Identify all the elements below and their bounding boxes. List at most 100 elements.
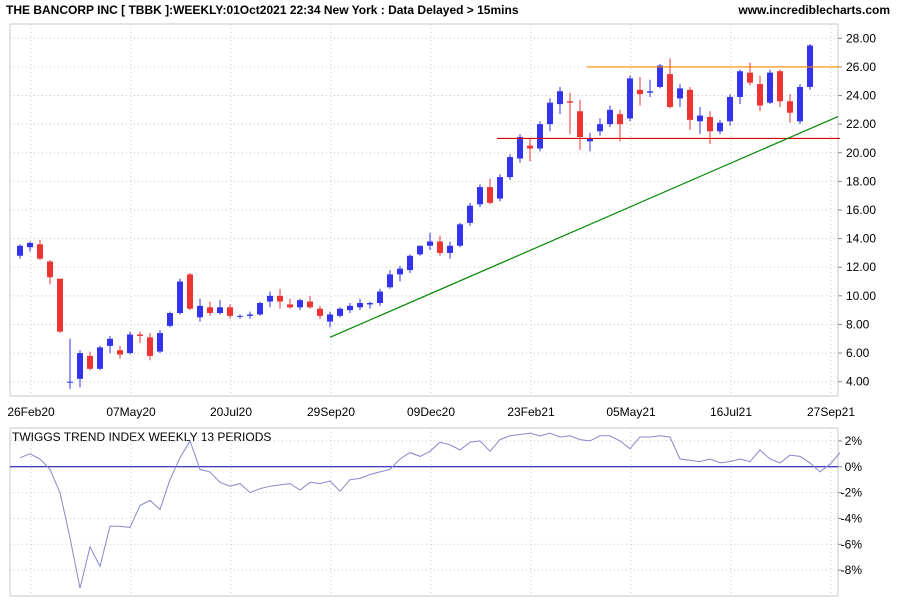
candle-body-up <box>467 205 473 223</box>
candle-body-down <box>87 355 93 369</box>
indicator-grid <box>10 428 838 596</box>
candle-body-down <box>487 187 493 203</box>
candle-body-down <box>37 244 43 259</box>
candle-body-up <box>27 242 33 248</box>
candle-body-up <box>197 305 203 318</box>
candle-body-up <box>677 88 683 99</box>
candle-body-down <box>207 307 213 314</box>
date-tick-label: 16Jul21 <box>710 405 752 419</box>
price-tick-label: 4.00 <box>846 375 870 389</box>
price-tick-label: 6.00 <box>846 346 870 360</box>
indicator-tick-label: 0% <box>845 460 863 474</box>
candle-body-up <box>417 245 423 255</box>
candle-body-up <box>807 45 813 87</box>
candle-body-down <box>47 261 53 278</box>
candle-body-down <box>667 74 673 107</box>
candle-body-up <box>17 245 23 256</box>
candle-body-up <box>377 291 383 303</box>
date-tick-label: 05May21 <box>606 405 656 419</box>
date-tick-label: 09Dec20 <box>407 405 455 419</box>
candle-body-up <box>347 305 353 311</box>
price-tick-label: 12.00 <box>846 260 876 274</box>
indicator-tick-label: -8% <box>841 563 863 577</box>
candle-body-up <box>457 224 463 246</box>
candlesticks <box>17 44 813 389</box>
candle-body-up <box>237 315 243 317</box>
candle-body-up <box>597 124 603 132</box>
candle-body-up <box>267 295 273 302</box>
price-tick-label: 24.00 <box>846 89 876 103</box>
candle-body-up <box>177 281 183 314</box>
candle-body-down <box>687 89 693 120</box>
candle-body-down <box>277 295 283 302</box>
candle-body-down <box>317 308 323 316</box>
candle-body-up <box>517 137 523 159</box>
candle-body-down <box>527 145 533 149</box>
price-tick-label: 28.00 <box>846 31 876 45</box>
candle-body-down <box>287 304 293 308</box>
candle-body-up <box>547 102 553 125</box>
date-tick-label: 27Sep21 <box>807 405 855 419</box>
price-tick-label: 20.00 <box>846 146 876 160</box>
indicator-tick-label: -6% <box>841 537 863 551</box>
candle-body-down <box>787 101 793 113</box>
candle-body-down <box>707 117 713 132</box>
indicator-panel-frame <box>9 427 839 597</box>
date-tick-label: 07May20 <box>106 405 156 419</box>
candle-body-down <box>617 114 623 125</box>
candle-body-up <box>477 187 483 205</box>
price-tick-label: 22.00 <box>846 117 876 131</box>
date-tick-label: 26Feb20 <box>7 405 55 419</box>
chart-title: THE BANCORP INC [ TBBK ]:WEEKLY:01Oct202… <box>6 3 519 17</box>
date-axis: 26Feb20 07May20 20Jul20 29Sep20 09Dec20 23Feb… <box>7 405 855 419</box>
candle-body-up <box>367 303 373 305</box>
candle-body-up <box>387 274 393 288</box>
candle-body-up <box>717 122 723 132</box>
candle-body-down <box>147 337 153 356</box>
candle-body-up <box>247 314 253 316</box>
candle-body-down <box>567 101 573 103</box>
candle-body-up <box>737 71 743 97</box>
candle-body-up <box>107 338 113 346</box>
candle-body-up <box>607 109 613 125</box>
price-axis: 4.00 6.00 8.00 10.00 12.00 14.00 16.00 18.00 20.… <box>838 31 876 389</box>
candle-body-up <box>657 65 663 87</box>
candle-body-up <box>217 307 223 314</box>
candle-body-up <box>97 347 103 369</box>
indicator-tick-label: -2% <box>841 486 863 500</box>
twiggs-trend-line <box>10 432 841 589</box>
price-tick-label: 26.00 <box>846 60 876 74</box>
candle-body-down <box>637 89 643 95</box>
candle-body-down <box>757 84 763 106</box>
date-tick-label: 23Feb21 <box>507 405 555 419</box>
candle-body-up <box>557 91 563 105</box>
indicator-tick-label: 2% <box>845 434 863 448</box>
candle-body-up <box>67 381 73 383</box>
candle-body-down <box>227 307 233 316</box>
candle-body-up <box>127 334 133 354</box>
candle-body-down <box>57 278 63 332</box>
candle-body-up <box>697 115 703 122</box>
candle-body-up <box>257 303 263 315</box>
support-resistance-lines <box>329 66 840 338</box>
candle-body-up <box>337 308 343 316</box>
candle-body-up <box>167 313 173 326</box>
candle-body-up <box>767 72 773 103</box>
candle-body-up <box>407 255 413 271</box>
date-tick-label: 29Sep20 <box>307 405 355 419</box>
candle-body-down <box>777 71 783 102</box>
candle-body-down <box>137 334 143 336</box>
candle-body-up <box>727 96 733 122</box>
price-tick-label: 16.00 <box>846 203 876 217</box>
candle-body-up <box>157 333 163 352</box>
site-watermark: www.incrediblecharts.com <box>737 3 890 17</box>
candle-body-up <box>627 78 633 119</box>
candle-body-up <box>497 177 503 199</box>
candle-body-up <box>537 124 543 149</box>
candle-body-up <box>587 138 593 142</box>
candle-body-down <box>577 111 583 138</box>
price-tick-label: 10.00 <box>846 289 876 303</box>
candle-body-down <box>117 350 123 355</box>
